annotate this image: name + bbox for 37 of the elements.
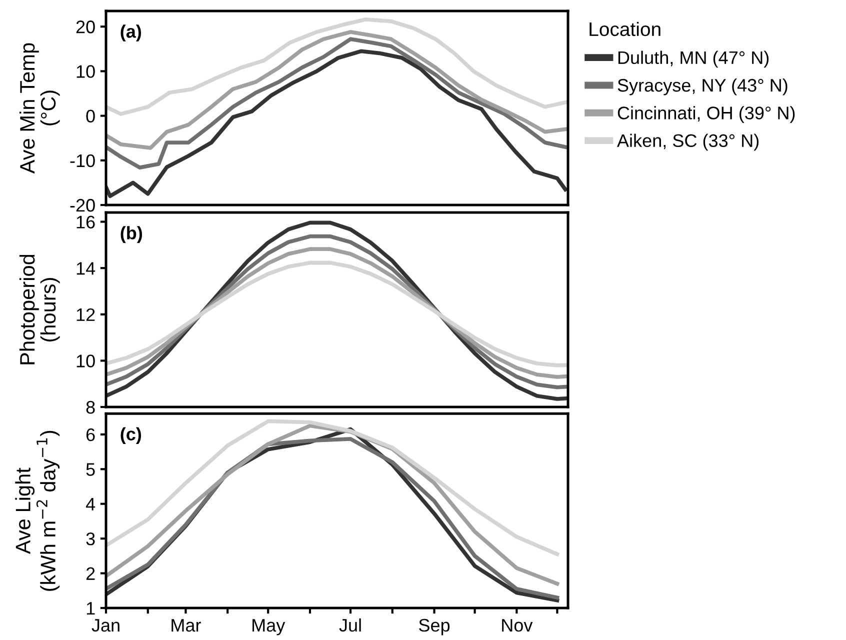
y-tick-label: 0 bbox=[86, 110, 95, 123]
y-tick-label: 8 bbox=[86, 400, 95, 414]
x-tick-label: Jan bbox=[92, 619, 120, 632]
annotation: (c) bbox=[120, 427, 142, 444]
y-tick-label: 2 bbox=[86, 567, 95, 580]
y-tick-label: 20 bbox=[76, 20, 95, 34]
y-tick-label: 3 bbox=[86, 532, 95, 546]
y-tick-label: 16 bbox=[76, 216, 95, 228]
line-series bbox=[106, 49, 568, 198]
y-tick-label: 1 bbox=[86, 602, 95, 615]
legend-label: Syracyse, NY (43° N) bbox=[618, 78, 788, 96]
y-tick-label: 5 bbox=[86, 463, 95, 476]
legend-label: Aiken, SC (33° N) bbox=[617, 134, 759, 151]
x-tick-label: Sep bbox=[419, 618, 450, 636]
x-tick-label: Mar bbox=[172, 619, 201, 632]
y-axis-title: Photoperiod (hours) bbox=[19, 254, 60, 364]
x-tick-label: Jul bbox=[339, 618, 361, 632]
x-tick-label: May bbox=[252, 619, 286, 636]
y-tick-label: -20 bbox=[70, 198, 95, 212]
line-series bbox=[106, 419, 560, 556]
y-tick-label: 12 bbox=[76, 308, 95, 321]
y-tick-label: 14 bbox=[76, 262, 96, 275]
y-tick-label: -10 bbox=[70, 154, 95, 168]
y-tick-label: 4 bbox=[86, 498, 96, 510]
y-tick-label: 10 bbox=[76, 354, 95, 368]
annotation: (b) bbox=[120, 226, 142, 243]
y-axis-title: Ave Light (kWh m$^{−2}$ day$^{−1}$) bbox=[15, 430, 60, 591]
y-tick-label: 6 bbox=[86, 428, 95, 442]
line-series bbox=[106, 260, 568, 368]
y-axis-title: Ave Min Temp (°C) bbox=[19, 43, 60, 174]
x-tick-label: Nov bbox=[502, 619, 533, 632]
annotation: (a) bbox=[120, 24, 142, 42]
y-tick-label: 10 bbox=[76, 65, 95, 78]
legend-label: Duluth, MN (47° N) bbox=[618, 50, 769, 68]
legend-label: Cincinnati, OH (39° N) bbox=[618, 106, 795, 123]
legend-title: Location bbox=[590, 22, 660, 36]
line-series bbox=[106, 18, 568, 116]
